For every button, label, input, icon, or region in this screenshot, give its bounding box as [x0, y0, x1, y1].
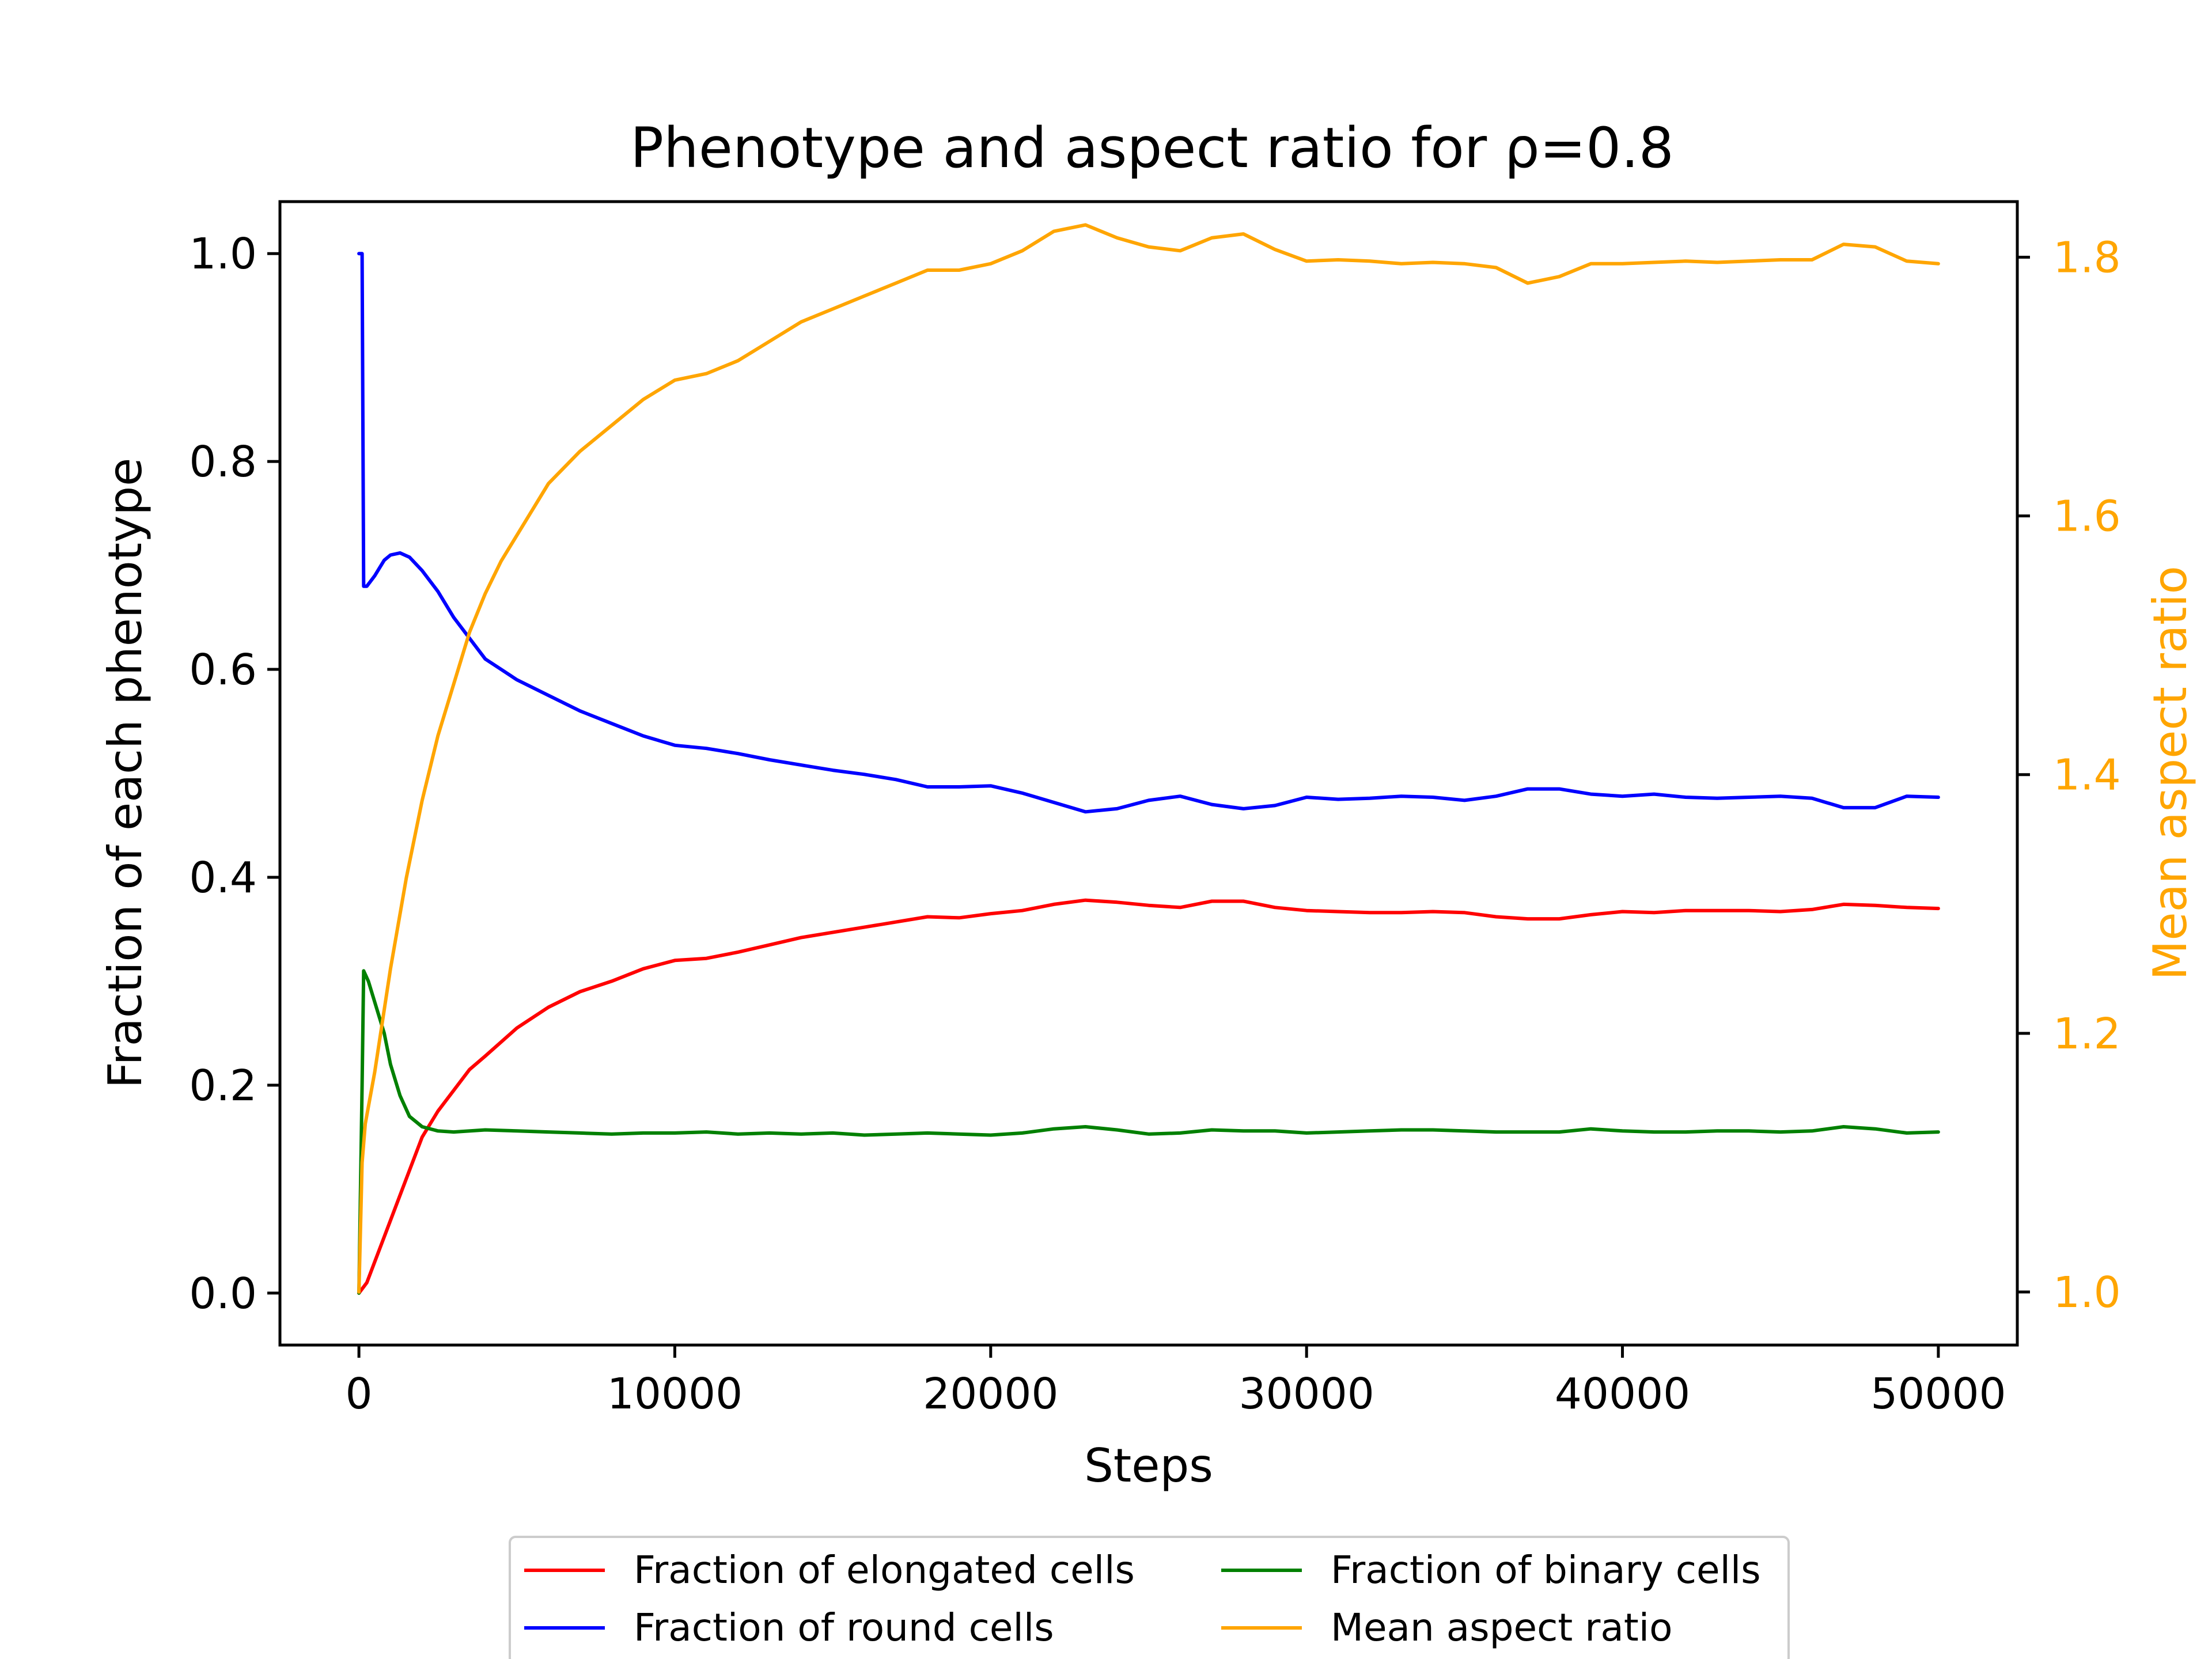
left-y-tick-label: 0.6	[189, 645, 257, 695]
series-line-round	[357, 252, 1940, 814]
left-y-axis-ticks: 0.0 0.2 0.4 0.6 0.8 1.0	[189, 229, 280, 1319]
right-y-tick-label: 1.8	[2053, 233, 2121, 283]
left-y-tick-label: 1.0	[189, 229, 257, 279]
series-layer	[357, 223, 1940, 1295]
x-tick-label: 30000	[1238, 1369, 1374, 1419]
x-tick-label: 20000	[923, 1369, 1058, 1419]
right-y-tick-label: 1.4	[2053, 751, 2121, 800]
right-y-axis-label: Mean aspect ratio	[2143, 566, 2197, 980]
left-y-tick-label: 0.8	[189, 437, 257, 487]
legend-label: Fraction of binary cells	[1331, 1548, 1761, 1592]
x-axis-label: Steps	[1084, 1439, 1213, 1493]
series-line-elongated	[357, 898, 1940, 1295]
series-line-aspect-ratio	[357, 223, 1940, 1294]
x-tick-label: 40000	[1555, 1369, 1690, 1419]
series-line-binary	[357, 969, 1940, 1295]
x-tick-label: 10000	[607, 1369, 743, 1419]
x-tick-label: 50000	[1870, 1369, 2006, 1419]
legend-items: Fraction of elongated cells Fraction of r…	[524, 1548, 1761, 1650]
right-y-tick-label: 1.6	[2053, 492, 2121, 541]
legend-label: Mean aspect ratio	[1331, 1605, 1672, 1650]
chart-title: Phenotype and aspect ratio for ρ=0.8	[630, 116, 1674, 180]
right-y-tick-label: 1.0	[2053, 1268, 2121, 1317]
left-y-tick-label: 0.4	[189, 853, 257, 903]
left-y-tick-label: 0.0	[189, 1269, 257, 1319]
legend-box	[509, 1536, 1790, 1659]
legend-label: Fraction of elongated cells	[634, 1548, 1135, 1592]
left-y-axis-label: Fraction of each phenotype	[99, 458, 152, 1089]
left-y-tick-label: 0.2	[189, 1061, 257, 1111]
legend-label: Fraction of round cells	[634, 1605, 1054, 1650]
right-y-axis-ticks: 1.0 1.2 1.4 1.6 1.8	[2017, 233, 2121, 1317]
x-axis-ticks: 0 10000 20000 30000 40000 50000	[346, 1345, 2006, 1419]
x-tick-label: 0	[346, 1369, 373, 1419]
right-y-tick-label: 1.2	[2053, 1009, 2121, 1059]
chart-legend: Fraction of elongated cells Fraction of r…	[509, 1536, 1790, 1659]
